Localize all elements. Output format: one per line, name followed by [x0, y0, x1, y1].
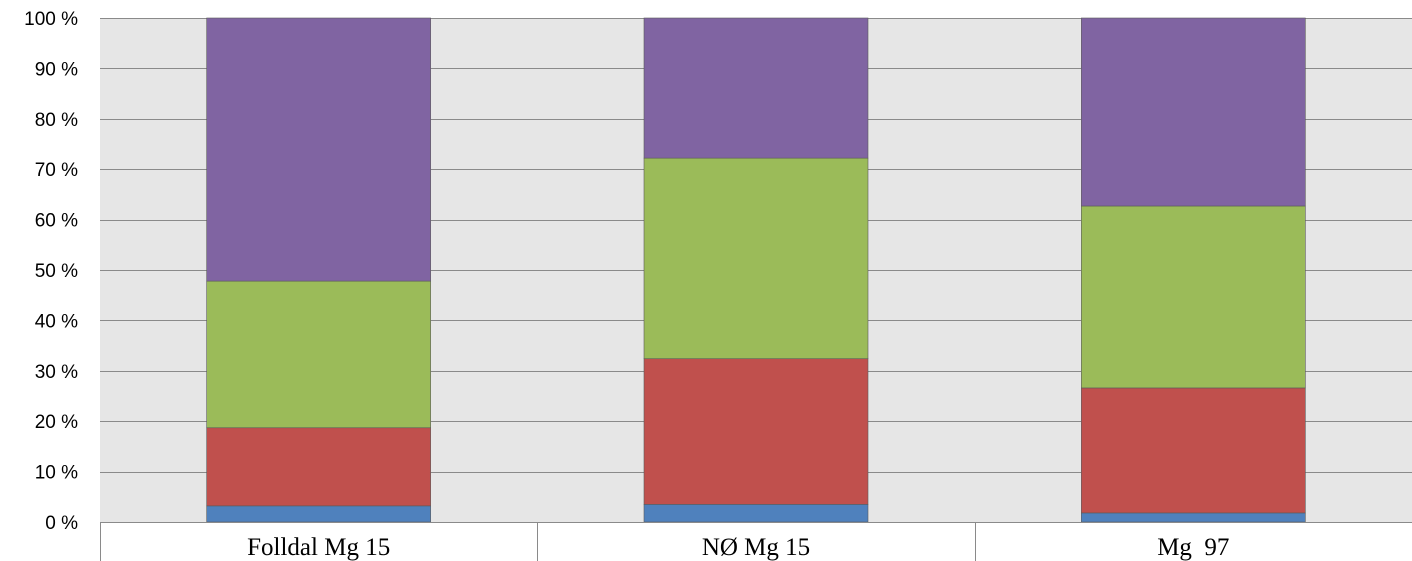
y-tick-label: 40 % — [35, 311, 78, 332]
x-category-label: Folldal Mg 15 — [247, 534, 390, 561]
x-category-label: NØ Mg 15 — [702, 534, 810, 561]
bar-segment — [1081, 17, 1306, 207]
bars — [206, 17, 1306, 523]
y-tick-label: 20 % — [35, 412, 78, 433]
y-tick-label: 80 % — [35, 110, 78, 131]
bar-segment — [643, 504, 869, 523]
y-tick-label: 90 % — [35, 59, 78, 80]
y-tick-label: 50 % — [35, 261, 78, 282]
y-axis-ticks: 0 % 10 % 20 % 30 % 40 % 50 % 60 % 70 % 80 % 90 % 1… — [24, 9, 78, 534]
bar-segment — [1081, 512, 1306, 523]
y-tick-label: 60 % — [35, 211, 78, 232]
bar-segment — [643, 157, 869, 360]
y-tick-label: 70 % — [35, 160, 78, 181]
x-category-label: Mg 97 — [1157, 534, 1229, 561]
bar-segment — [643, 358, 869, 505]
y-tick-label: 10 % — [35, 463, 78, 484]
bar-segment — [206, 280, 431, 429]
bar-segment — [643, 17, 869, 159]
y-tick-label: 0 % — [45, 513, 78, 534]
bar-segment — [206, 505, 431, 523]
y-tick-label: 100 % — [24, 9, 78, 30]
bar-segment — [206, 17, 431, 282]
x-axis: Folldal Mg 15 NØ Mg 15 Mg 97 — [100, 522, 1412, 561]
bar-segment — [206, 427, 431, 507]
bar-segment — [1081, 205, 1306, 389]
bar-segment — [1081, 387, 1306, 514]
y-tick-label: 30 % — [35, 362, 78, 383]
